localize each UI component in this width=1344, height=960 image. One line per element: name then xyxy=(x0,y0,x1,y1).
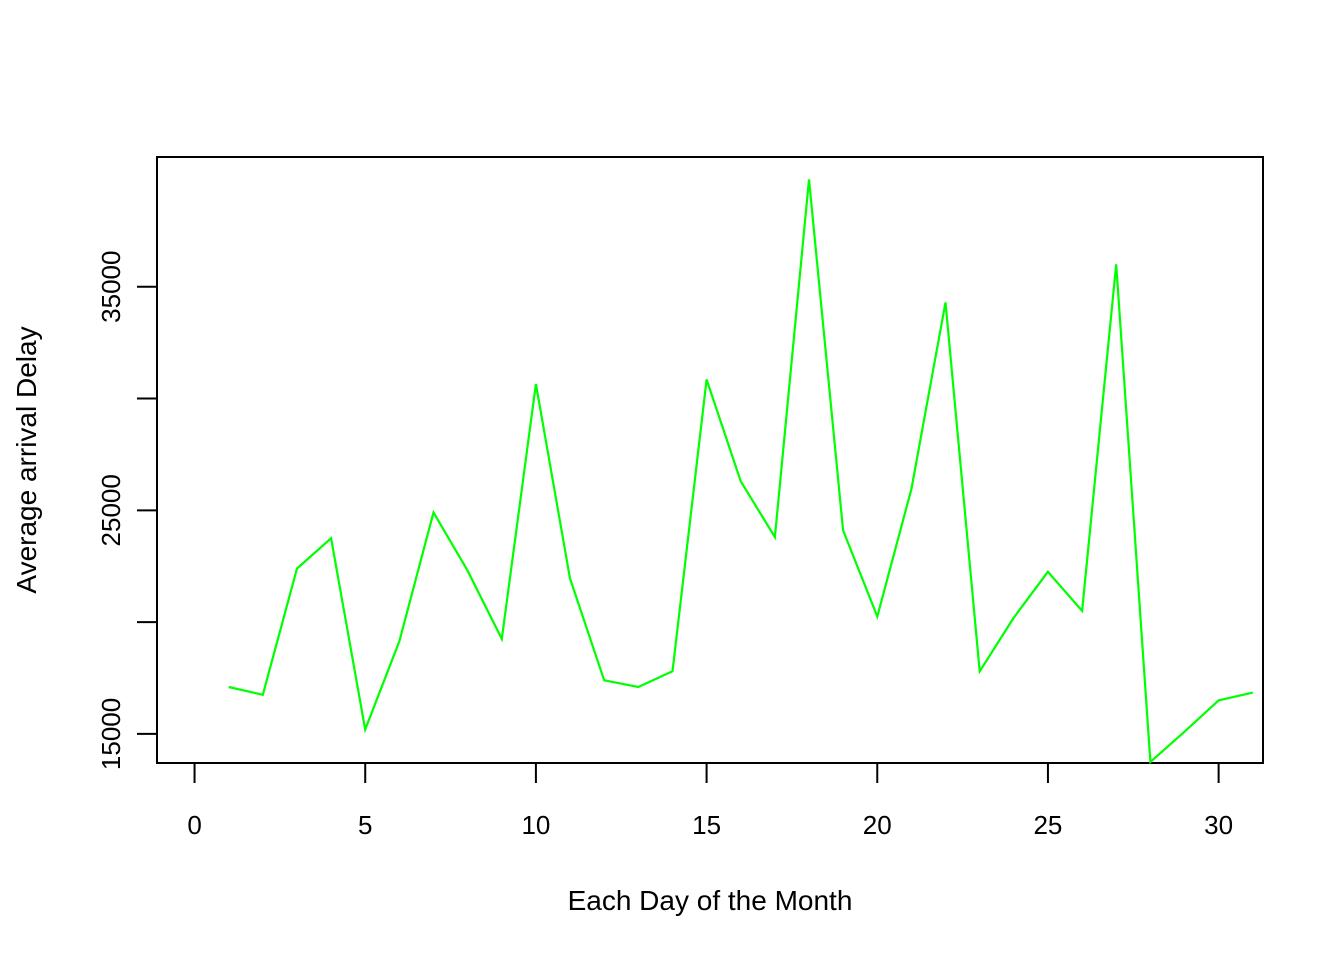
y-tick-label: 15000 xyxy=(96,698,126,770)
x-axis-title: Each Day of the Month xyxy=(568,885,853,916)
y-tick-label: 35000 xyxy=(96,251,126,323)
x-tick-label: 5 xyxy=(358,810,372,840)
y-axis-title: Average arrival Delay xyxy=(11,326,42,593)
x-tick-label: 0 xyxy=(187,810,201,840)
series-line xyxy=(228,179,1254,765)
y-tick-label: 25000 xyxy=(96,474,126,546)
x-axis: 0 5 10 15 20 25 30 xyxy=(187,762,1233,840)
x-tick-label: 30 xyxy=(1204,810,1233,840)
x-tick-label: 15 xyxy=(692,810,721,840)
x-tick-label: 10 xyxy=(521,810,550,840)
x-tick-label: 20 xyxy=(863,810,892,840)
x-tick-label: 25 xyxy=(1033,810,1062,840)
y-axis: 15000 25000 35000 xyxy=(96,251,158,770)
